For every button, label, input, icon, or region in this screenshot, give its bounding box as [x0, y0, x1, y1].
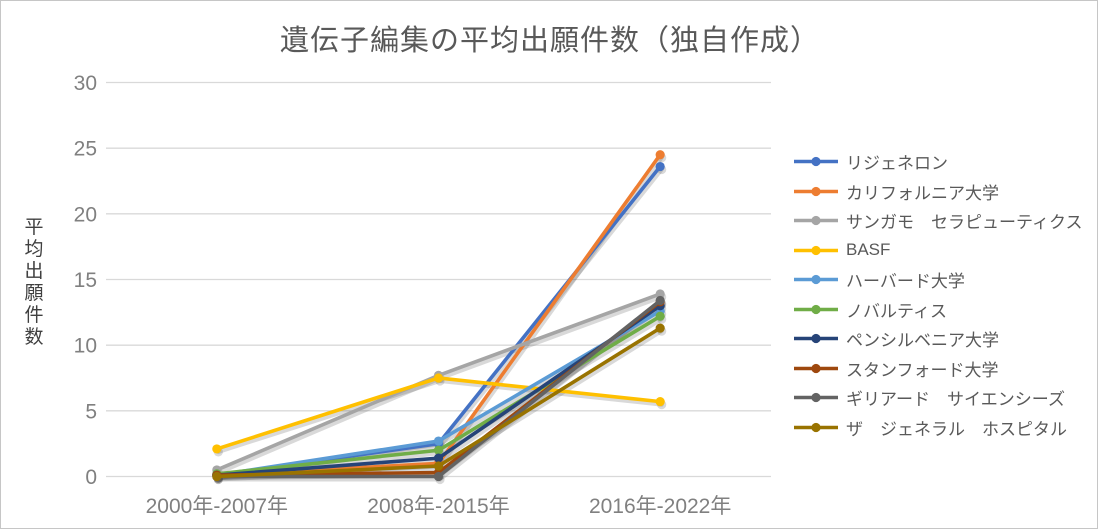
- series-marker: [433, 373, 444, 383]
- series-marker: [655, 311, 665, 321]
- legend-swatch-line-icon: [794, 304, 838, 314]
- chart-title: 遺伝子編集の平均出願件数（独自作成）: [279, 25, 820, 57]
- series-marker: [212, 444, 222, 454]
- legend-swatch-line-icon: [794, 393, 838, 403]
- series-marker: [655, 289, 665, 299]
- legend-label: カリフォルニア大学: [846, 183, 999, 203]
- legend-item: リジェネロン: [794, 147, 1082, 177]
- legend-item: サンガモ セラピューティクス: [794, 206, 1082, 236]
- legend-item: スタンフォード大学: [794, 354, 1082, 384]
- legend-label: リジェネロン: [846, 154, 948, 174]
- y-tick-label: 25: [74, 138, 97, 161]
- legend-item: ザ ジェネラル ホスピタル: [794, 413, 1082, 443]
- legend-label: BASF: [846, 240, 891, 260]
- x-category-label: 2016年-2022年: [589, 495, 731, 518]
- series-marker: [433, 453, 444, 463]
- legend-item: ギリアード サイエンシーズ: [794, 383, 1082, 413]
- series-marker: [433, 461, 444, 471]
- legend-item: ハーバード大学: [794, 265, 1082, 295]
- legend: リジェネロンカリフォルニア大学サンガモ セラピューティクス BASF ハーバード大学…: [794, 147, 1082, 442]
- series-marker: [655, 295, 665, 306]
- series-marker: [655, 397, 665, 407]
- series-marker: [655, 323, 665, 333]
- y-tick-label: 5: [85, 400, 97, 423]
- legend-swatch-line-icon: [794, 186, 838, 196]
- legend-swatch-line-icon: [794, 334, 838, 344]
- legend-item: BASF: [794, 236, 1082, 266]
- legend-swatch-line-icon: [794, 275, 838, 285]
- legend-label: スタンフォード大学: [846, 360, 999, 380]
- legend-item: ノバルティス: [794, 295, 1082, 325]
- x-category-label: 2008年-2015年: [367, 495, 509, 518]
- legend-label: ペンシルベニア大学: [846, 331, 999, 351]
- series-marker: [212, 471, 222, 482]
- legend-label: ギリアード サイエンシーズ: [846, 390, 1065, 410]
- legend-label: サンガモ セラピューティクス: [846, 213, 1083, 233]
- y-tick-label: 0: [85, 466, 97, 489]
- legend-item: カリフォルニア大学: [794, 177, 1082, 207]
- series-marker: [433, 471, 444, 482]
- series-marker: [433, 445, 444, 455]
- legend-swatch-line-icon: [794, 422, 838, 432]
- legend-swatch-line-icon: [794, 157, 838, 167]
- legend-label: ノバルティス: [846, 301, 947, 321]
- series-marker: [433, 436, 444, 446]
- y-tick-label: 20: [74, 203, 97, 226]
- y-tick-label: 10: [74, 335, 97, 358]
- legend-swatch-line-icon: [794, 245, 838, 255]
- legend-swatch-line-icon: [794, 363, 838, 373]
- legend-item: ペンシルベニア大学: [794, 324, 1082, 354]
- legend-label: ハーバード大学: [846, 272, 965, 292]
- series-marker: [655, 161, 665, 172]
- legend-label: ザ ジェネラル ホスピタル: [846, 419, 1067, 439]
- y-tick-label: 15: [74, 269, 97, 292]
- y-axis-title: 平 均 出 願 件 数: [24, 217, 44, 348]
- x-category-label: 2000年-2007年: [146, 495, 288, 518]
- y-tick-label: 30: [74, 72, 97, 95]
- legend-swatch-line-icon: [794, 216, 838, 226]
- series-marker: [655, 150, 665, 160]
